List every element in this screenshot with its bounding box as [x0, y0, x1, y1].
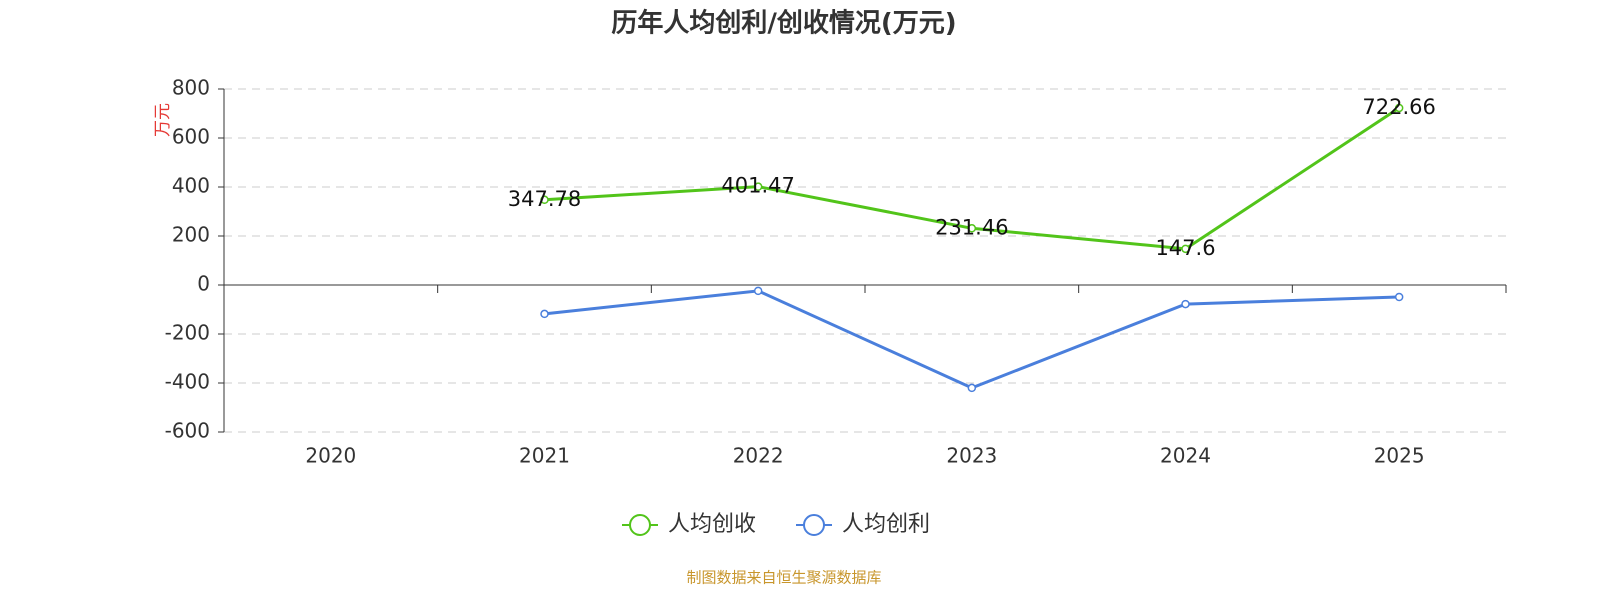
- y-tick-label: 200: [172, 223, 210, 247]
- x-tick-label: 2023: [946, 444, 997, 468]
- y-axis-label: 万元: [153, 103, 173, 137]
- point: [753, 182, 763, 191]
- y-tick-label: 800: [172, 76, 210, 100]
- x-tick-label: 2025: [1374, 444, 1425, 468]
- series-line: [544, 289, 1400, 390]
- data-label: 147.6: [1155, 236, 1215, 260]
- legend-marker: [629, 514, 651, 536]
- legend-label: 人均创收: [668, 512, 756, 537]
- data-label: 347.78: [508, 187, 581, 211]
- y-tick-label: 0: [197, 272, 210, 296]
- point: [967, 224, 977, 233]
- point: [1394, 103, 1404, 113]
- chart-title: 历年人均创利/创收情况(万元): [611, 8, 956, 39]
- y-tick-label: -400: [165, 370, 210, 394]
- y-tick-label: 400: [172, 174, 210, 198]
- point: [967, 383, 977, 393]
- y-tick-label: -600: [165, 419, 210, 443]
- data-label: 231.46: [935, 215, 1008, 239]
- point: [1394, 292, 1404, 302]
- legend-label: 人均创利: [842, 512, 930, 537]
- legend-marker: [803, 514, 825, 536]
- data-label: 722.66: [1362, 95, 1435, 119]
- point: [1181, 244, 1190, 254]
- y-tick-label: -200: [165, 321, 210, 345]
- point: [540, 195, 549, 205]
- source-note: 制图数据来自恒生聚源数据库: [686, 569, 881, 587]
- data-label: 401.47: [721, 174, 794, 198]
- x-tick-label: 2022: [733, 444, 784, 468]
- point: [540, 309, 549, 319]
- x-tick-label: 2020: [305, 444, 356, 468]
- y-tick-label: 600: [172, 125, 210, 149]
- point: [1181, 299, 1190, 309]
- x-tick-label: 2021: [519, 444, 570, 468]
- x-tick-label: 2024: [1160, 444, 1211, 468]
- point: [753, 286, 763, 296]
